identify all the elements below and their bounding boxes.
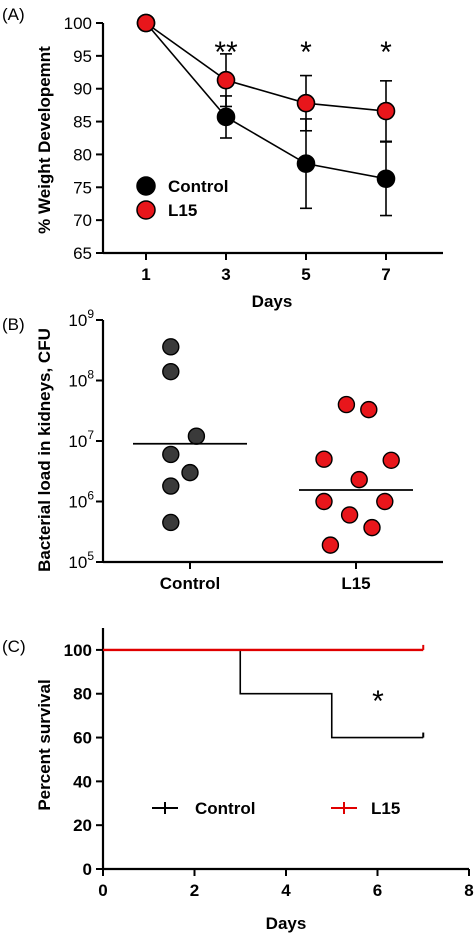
b-point-l15	[376, 492, 394, 511]
a-xtick-label: 5	[301, 265, 310, 284]
panel-c-y-label: Percent survival	[35, 679, 54, 810]
b-point-l15	[360, 400, 378, 419]
a-point-l15	[136, 13, 156, 33]
c-xtick-label: 4	[281, 881, 291, 900]
b-xtick-label: L15	[341, 574, 370, 593]
panel-b: (B) 105 106 107 108 109 Control L15 Bacterial…	[2, 307, 443, 593]
c-xtick-label: 8	[464, 881, 473, 900]
b-point-control	[181, 463, 199, 482]
b-ytick-label: 106	[68, 489, 94, 512]
a-significance: **	[214, 36, 238, 69]
b-ytick-label: 107	[68, 428, 94, 451]
a-series-line	[145, 22, 387, 112]
a-xtick-label: 1	[141, 265, 150, 284]
legend-control-marker	[136, 176, 156, 196]
legend-c-l15-marker	[331, 802, 357, 814]
a-point-l15	[216, 70, 236, 90]
b-point-l15	[315, 450, 333, 468]
legend-control-label: Control	[168, 177, 228, 196]
legend-l15-label: L15	[168, 201, 197, 220]
b-point-l15	[321, 536, 340, 554]
b-point-l15	[337, 395, 356, 414]
b-point-control	[162, 445, 180, 464]
c-ytick-label: 0	[83, 860, 92, 879]
panel-c-x-label: Days	[266, 914, 307, 933]
a-ytick-label: 65	[73, 244, 92, 263]
a-series-line	[145, 22, 387, 180]
b-point-control	[162, 338, 180, 356]
b-point-l15	[315, 492, 333, 511]
panel-a-y-label: % Weight Developemnt	[35, 46, 54, 234]
b-ytick-label: 109	[68, 307, 94, 330]
c-ytick-label: 80	[73, 685, 92, 704]
panel-b-label: (B)	[2, 315, 25, 334]
panel-c-label: (C)	[2, 637, 26, 656]
c-xtick-label: 0	[98, 881, 107, 900]
panel-b-y-label: Bacterial load in kidneys, CFU	[35, 328, 54, 572]
b-point-control	[187, 427, 206, 445]
panel-c-axes	[101, 628, 469, 871]
panel-b-axes	[101, 320, 443, 564]
panel-a-label: (A)	[2, 5, 25, 24]
a-point-control	[216, 107, 236, 127]
a-significance: *	[380, 36, 392, 69]
legend-c-control-label: Control	[195, 799, 255, 818]
b-point-control	[162, 513, 180, 532]
b-point-control	[162, 477, 180, 495]
b-point-l15	[363, 518, 381, 537]
c-ytick-label: 20	[73, 816, 92, 835]
panel-c: (C) 0 20 40 60 80 100 0 2 4 6 8 Days Percent surv…	[2, 628, 474, 933]
a-ytick-label: 85	[73, 113, 92, 132]
a-ytick-label: 70	[73, 211, 92, 230]
b-ytick-label: 108	[68, 368, 94, 391]
a-ytick-label: 95	[73, 47, 92, 66]
b-point-l15	[350, 470, 368, 489]
panel-a-axes	[101, 23, 443, 255]
panel-c-significance: *	[372, 685, 384, 718]
legend-c-l15-label: L15	[371, 799, 400, 818]
b-point-l15	[382, 451, 400, 469]
a-ytick-label: 80	[73, 145, 92, 164]
a-point-control	[376, 169, 396, 189]
b-point-control	[162, 362, 180, 381]
a-ytick-label: 75	[73, 178, 92, 197]
b-point-l15	[340, 506, 359, 524]
c-xtick-label: 2	[190, 881, 199, 900]
panel-c-legend: Control L15	[152, 799, 400, 818]
a-xtick-label: 3	[221, 265, 230, 284]
legend-l15-marker	[136, 200, 156, 220]
a-point-control	[296, 154, 316, 173]
panel-a-x-label: Days	[252, 292, 293, 311]
a-xtick-label: 7	[381, 265, 390, 284]
a-ytick-label: 90	[73, 80, 92, 99]
legend-c-control-marker	[152, 802, 178, 814]
c-ytick-label: 60	[73, 729, 92, 748]
a-point-l15	[296, 93, 316, 113]
panel-a-legend: Control L15	[136, 176, 228, 220]
b-ytick-label: 105	[68, 549, 94, 572]
a-ytick-label: 100	[64, 14, 92, 33]
b-xtick-label: Control	[160, 574, 220, 593]
c-xtick-label: 6	[373, 881, 382, 900]
a-point-l15	[376, 101, 396, 121]
a-significance: *	[300, 36, 312, 69]
c-ytick-label: 40	[73, 772, 92, 791]
panel-a: (A) 65 70 75 80 85 90 95 100 1 3 5 7 Days % Weight…	[2, 5, 443, 311]
c-ytick-label: 100	[64, 641, 92, 660]
